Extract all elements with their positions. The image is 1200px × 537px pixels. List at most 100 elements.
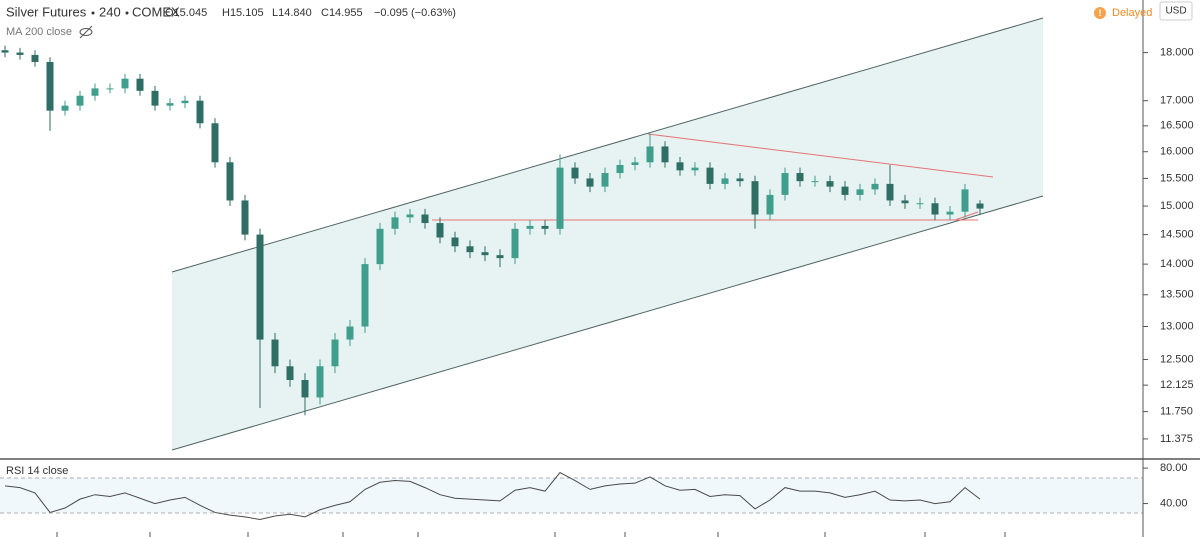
candle-body [121,78,129,89]
y-tick-label: 12.500 [1160,353,1194,365]
currency-box[interactable] [1159,1,1193,21]
rsi-y-tick-label: 80.00 [1160,462,1188,474]
ohlc-open: O15.045 [165,7,207,19]
candle-body [106,88,114,90]
candle-body [811,181,819,183]
y-tick-label: 11.375 [1160,433,1193,445]
candle-body [796,173,804,182]
candle-body [226,162,234,201]
change: −0.095 (−0.63%) [374,7,456,19]
candle-body [136,78,144,91]
ohlc-close: C14.955 [321,7,363,19]
y-tick-label: 17.000 [1160,95,1194,107]
rsi-y-tick-label: 40.00 [1160,497,1188,509]
candle-body [856,189,864,195]
candle-body [616,164,624,174]
candle-body [946,211,954,215]
candle-body [211,123,219,163]
candle-body [496,255,504,259]
channel-upper [171,17,1044,273]
candle-body [241,200,249,235]
candle-body [151,90,159,106]
candle-body [976,203,984,209]
candle-body [331,339,339,367]
exchange: COMEX [132,4,180,19]
hide-icon[interactable] [79,25,93,39]
y-tick-label: 13.000 [1160,320,1194,332]
y-tick-label: 14.000 [1160,258,1194,270]
candle-body [421,214,429,224]
candle-body [766,194,774,215]
triangle-upper [647,133,994,178]
plot-layer [1,45,984,521]
candle-body [751,181,759,215]
candle-body [391,217,399,229]
y-tick-label: 13.500 [1160,289,1194,301]
candle-body [886,183,894,201]
candle-body [316,366,324,398]
interval[interactable]: 240 [99,4,121,19]
candle-body [451,237,459,247]
candle-body [826,181,834,187]
currency: USD [1165,6,1186,17]
candle-body [571,167,579,179]
candle-body [436,223,444,238]
candle-body [196,100,204,124]
candle-body [871,183,879,190]
candle-body [481,252,489,256]
candle-body [76,95,84,106]
delayed-icon-mark: ! [1099,8,1102,18]
y-tick-label: 18.000 [1160,46,1194,58]
candle-body [931,203,939,215]
delayed-icon[interactable] [1094,7,1106,19]
candle-body [586,178,594,187]
candle-body [166,103,174,106]
y-tick-label: 16.000 [1160,146,1194,158]
candle-body [271,339,279,367]
delayed-status[interactable]: Delayed [1112,7,1152,19]
symbol-name[interactable]: Silver Futures [6,4,87,19]
candle-body [556,167,564,229]
candle-body [256,234,264,340]
separator-dot [91,11,95,15]
candle-body [781,173,789,195]
candle-body [406,214,414,218]
y-tick-label: 15.500 [1160,172,1194,184]
indicator-label[interactable]: MA 200 close [6,26,72,38]
candle-body [181,100,189,104]
candle-body [916,203,924,205]
channel-fill [172,18,1043,450]
candle-body [706,167,714,184]
candle-body [46,61,54,111]
y-tick-label: 11.750 [1160,406,1193,418]
candle-body [661,146,669,163]
y-tick-label: 12.125 [1160,379,1194,391]
candle-body [511,228,519,259]
candle-body [646,146,654,163]
ohlc-low: L14.840 [272,7,312,19]
candle-body [466,246,474,253]
candle-body [286,366,294,380]
ohlc-high: H15.105 [222,7,264,19]
channel-lower [171,195,1044,451]
candle-body [61,105,69,111]
candle-body [376,228,384,265]
y-tick-label: 15.000 [1160,200,1194,212]
candle-body [841,186,849,195]
candle-body [676,162,684,171]
candle-body [691,167,699,171]
candle-body [91,88,99,96]
candle-body [301,379,309,398]
header-bg [0,0,440,42]
candle-body [721,178,729,184]
candle-body [361,264,369,327]
separator-dot [125,11,129,15]
candle-body [541,225,549,229]
candle-body [346,326,354,340]
rsi-label[interactable]: RSI 14 close [6,465,68,477]
candle-body [961,189,969,212]
candle-body [901,200,909,204]
candle-body [601,173,609,187]
